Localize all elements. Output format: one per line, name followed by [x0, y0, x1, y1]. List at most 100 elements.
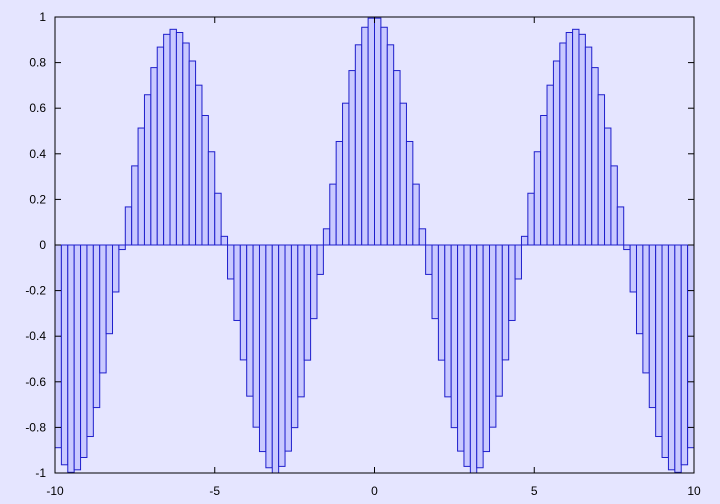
bar [239, 244, 248, 361]
bar [629, 244, 637, 293]
bar [214, 192, 222, 246]
axis-ticks [54, 16, 695, 474]
bar [335, 140, 344, 246]
bar [233, 244, 241, 321]
bar [169, 28, 177, 246]
bar [92, 244, 101, 409]
bar [380, 26, 388, 246]
bar [559, 42, 567, 246]
x-tick-label: 10 [687, 484, 701, 498]
bar [591, 67, 599, 246]
bar [501, 244, 510, 361]
bar [367, 17, 375, 246]
bar [520, 235, 529, 246]
bar [54, 244, 62, 449]
bar [418, 228, 427, 246]
x-axis-tick-labels: -10 -5 0 5 10 [46, 484, 701, 498]
bar [201, 114, 209, 246]
bar [457, 244, 465, 452]
bar [674, 244, 682, 473]
bar [687, 244, 695, 449]
bar [610, 165, 618, 246]
bar [342, 102, 350, 246]
bar [642, 244, 650, 374]
bar [584, 46, 593, 246]
bar [578, 33, 586, 246]
bar [188, 60, 197, 246]
bar [354, 44, 363, 246]
bar [405, 140, 414, 246]
y-tick-label: 0.8 [29, 56, 46, 70]
bar [489, 244, 497, 428]
bar [444, 244, 452, 398]
bar [310, 244, 318, 320]
bar [252, 244, 260, 428]
y-axis-tick-labels: -1 -0.8 -0.6 -0.4 -0.2 0 0.2 0.4 0.6 0.8 1 [25, 10, 46, 480]
bar [661, 244, 669, 458]
bar [431, 244, 439, 320]
bar [99, 244, 107, 374]
bar [80, 244, 88, 458]
bar [207, 151, 216, 246]
bar [175, 32, 184, 246]
bar [278, 244, 286, 467]
bar [220, 235, 229, 246]
bar [463, 244, 471, 467]
bar [67, 244, 75, 473]
bar [348, 70, 356, 246]
y-tick-label: -0.2 [25, 284, 46, 298]
bar [86, 244, 94, 438]
bar [118, 244, 126, 251]
bar [195, 84, 203, 246]
bar [227, 244, 235, 280]
bar [604, 127, 612, 246]
y-tick-label: -1 [35, 466, 46, 480]
bar [616, 206, 625, 246]
bar [163, 33, 171, 246]
bar [393, 70, 401, 246]
bar [667, 244, 676, 471]
bar [572, 28, 580, 246]
bar [552, 60, 561, 246]
bar [540, 114, 548, 246]
bar [265, 244, 273, 469]
bar [476, 244, 484, 469]
bar [361, 26, 369, 246]
bar [322, 228, 331, 246]
bar [284, 244, 292, 452]
x-tick-label: -5 [209, 484, 220, 498]
x-tick-label: 0 [371, 484, 378, 498]
y-tick-label: 0.6 [29, 101, 46, 115]
bar [156, 46, 165, 246]
bar [469, 244, 478, 474]
bar [271, 244, 280, 474]
bar [303, 244, 312, 361]
bar [565, 32, 574, 246]
bar [648, 244, 657, 409]
bar [527, 192, 535, 246]
bar [680, 244, 689, 466]
bar [655, 244, 663, 438]
bar [635, 244, 644, 335]
bar [374, 17, 382, 246]
bar [105, 244, 114, 335]
bar [514, 244, 522, 280]
bar [533, 151, 542, 246]
x-tick-label: 5 [531, 484, 538, 498]
bar [597, 94, 606, 246]
bar [437, 244, 446, 361]
y-tick-label: 1 [39, 10, 46, 24]
bar [258, 244, 267, 453]
y-tick-label: -0.8 [25, 420, 46, 434]
bar [482, 244, 491, 453]
bar [412, 183, 420, 246]
bar [182, 42, 190, 246]
x-tick-label: -10 [46, 484, 64, 498]
bar [450, 244, 459, 429]
y-tick-label: 0 [39, 238, 46, 252]
y-tick-label: -0.4 [25, 329, 46, 343]
bar [246, 244, 254, 397]
bar [150, 67, 158, 246]
bar [131, 165, 139, 246]
